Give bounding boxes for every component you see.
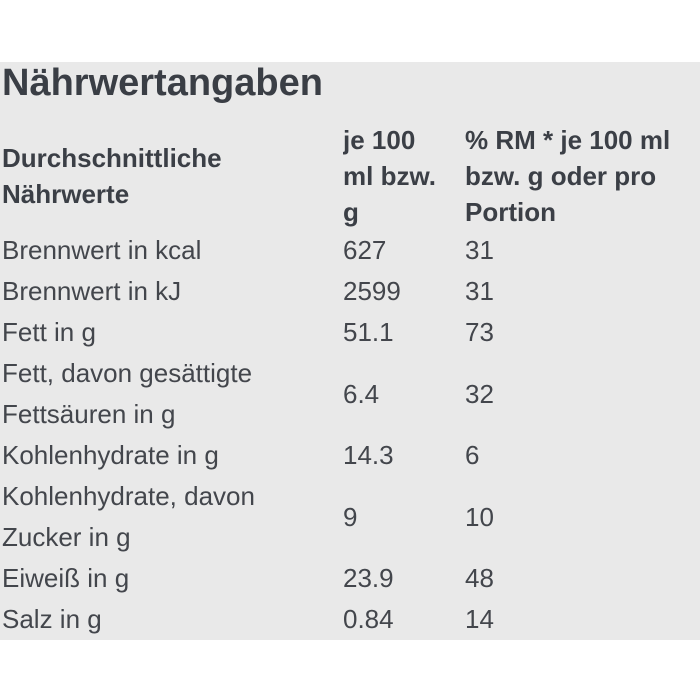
row-label: Eiweiß in g: [2, 563, 130, 593]
row-value-rm: 32: [465, 378, 494, 409]
row-value-rm: 31: [465, 235, 494, 265]
row-value-per100: 0.84: [343, 604, 394, 634]
row-value-rm: 31: [465, 276, 494, 306]
table-row: Brennwert in kJ 2599 31: [2, 271, 700, 312]
row-value-per100: 6.4: [343, 378, 380, 409]
column-header-per-100: je 100 ml bzw. g: [343, 125, 436, 227]
row-value-per100: 14.3: [343, 440, 394, 470]
row-label: Fett, davon gesättigte Fettsäuren in g: [2, 358, 253, 429]
row-value-rm: 48: [465, 563, 494, 593]
table-row: Kohlenhydrate in g 14.3 6: [2, 435, 700, 476]
table-row: Fett, davon gesättigte Fettsäuren in g 6…: [2, 353, 700, 435]
row-value-per100: 627: [343, 235, 387, 265]
row-label: Kohlenhydrate in g: [2, 440, 219, 470]
row-label: Salz in g: [2, 604, 102, 634]
row-value-per100: 9: [343, 501, 358, 532]
row-label: Kohlenhydrate, davon Zucker in g: [2, 481, 255, 552]
row-value-rm: 6: [465, 440, 480, 470]
row-value-rm: 73: [465, 317, 494, 347]
nutrition-table-body: Brennwert in kcal 627 31 Brennwert in kJ…: [2, 230, 700, 640]
table-row: Fett in g 51.1 73: [2, 312, 700, 353]
row-label: Fett in g: [2, 317, 96, 347]
nutrition-table: Durchschnittliche Nährwerte je 100 ml bz…: [2, 122, 700, 640]
table-row: Brennwert in kcal 627 31: [2, 230, 700, 271]
row-value-rm: 14: [465, 604, 494, 634]
row-value-rm: 10: [465, 501, 494, 532]
table-row: Eiweiß in g 23.9 48: [2, 558, 700, 599]
table-row: Salz in g 0.84 14: [2, 599, 700, 640]
header-row: Durchschnittliche Nährwerte je 100 ml bz…: [2, 122, 700, 230]
column-header-rm-percent: % RM * je 100 ml bzw. g oder pro Portion: [465, 125, 671, 227]
row-label: Brennwert in kcal: [2, 235, 202, 265]
row-value-per100: 51.1: [343, 317, 394, 347]
column-header-nutrients: Durchschnittliche Nährwerte: [2, 143, 222, 209]
table-row: Kohlenhydrate, davon Zucker in g 9 10: [2, 476, 700, 558]
row-value-per100: 2599: [343, 276, 401, 306]
nutrition-facts-section: Nährwertangaben Durchschnittliche Nährwe…: [0, 62, 700, 640]
row-label: Brennwert in kJ: [2, 276, 182, 306]
page-title: Nährwertangaben: [2, 62, 323, 104]
nutrition-table-header: Durchschnittliche Nährwerte je 100 ml bz…: [2, 122, 700, 230]
row-value-per100: 23.9: [343, 563, 394, 593]
